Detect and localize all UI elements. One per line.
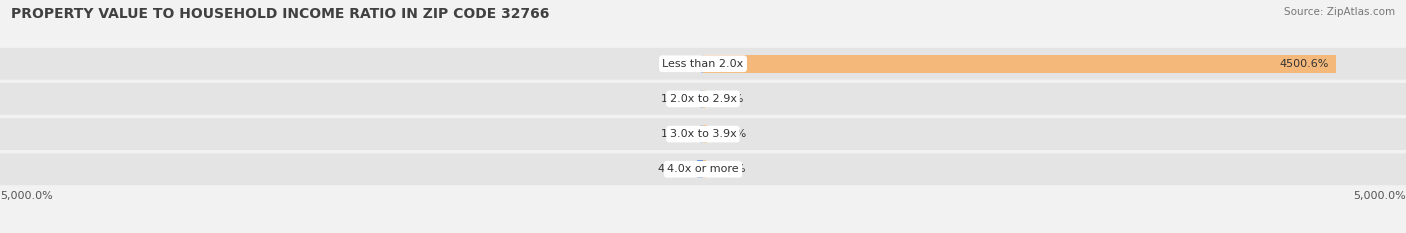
Text: 14.6%: 14.6% <box>709 94 745 104</box>
Bar <box>700 125 703 143</box>
FancyBboxPatch shape <box>0 48 1406 80</box>
Text: 2.0x to 2.9x: 2.0x to 2.9x <box>669 94 737 104</box>
Text: 17.2%: 17.2% <box>661 59 696 69</box>
FancyBboxPatch shape <box>0 153 1406 185</box>
Text: PROPERTY VALUE TO HOUSEHOLD INCOME RATIO IN ZIP CODE 32766: PROPERTY VALUE TO HOUSEHOLD INCOME RATIO… <box>11 7 550 21</box>
Text: 19.0%: 19.0% <box>661 129 696 139</box>
Text: 30.6%: 30.6% <box>711 129 747 139</box>
Text: 18.1%: 18.1% <box>661 94 696 104</box>
FancyBboxPatch shape <box>0 118 1406 150</box>
Bar <box>703 125 707 143</box>
Text: 41.8%: 41.8% <box>658 164 693 174</box>
Text: 20.9%: 20.9% <box>710 164 745 174</box>
Bar <box>700 90 703 108</box>
Text: 4.0x or more: 4.0x or more <box>668 164 738 174</box>
Bar <box>697 160 703 178</box>
Bar <box>703 55 1336 73</box>
Text: Less than 2.0x: Less than 2.0x <box>662 59 744 69</box>
Text: 4500.6%: 4500.6% <box>1279 59 1329 69</box>
Bar <box>700 55 703 73</box>
Bar <box>703 160 706 178</box>
FancyBboxPatch shape <box>0 83 1406 115</box>
Text: 5,000.0%: 5,000.0% <box>1353 191 1406 201</box>
Bar <box>703 90 704 108</box>
Text: 3.0x to 3.9x: 3.0x to 3.9x <box>669 129 737 139</box>
Text: Source: ZipAtlas.com: Source: ZipAtlas.com <box>1284 7 1395 17</box>
Text: 5,000.0%: 5,000.0% <box>0 191 53 201</box>
